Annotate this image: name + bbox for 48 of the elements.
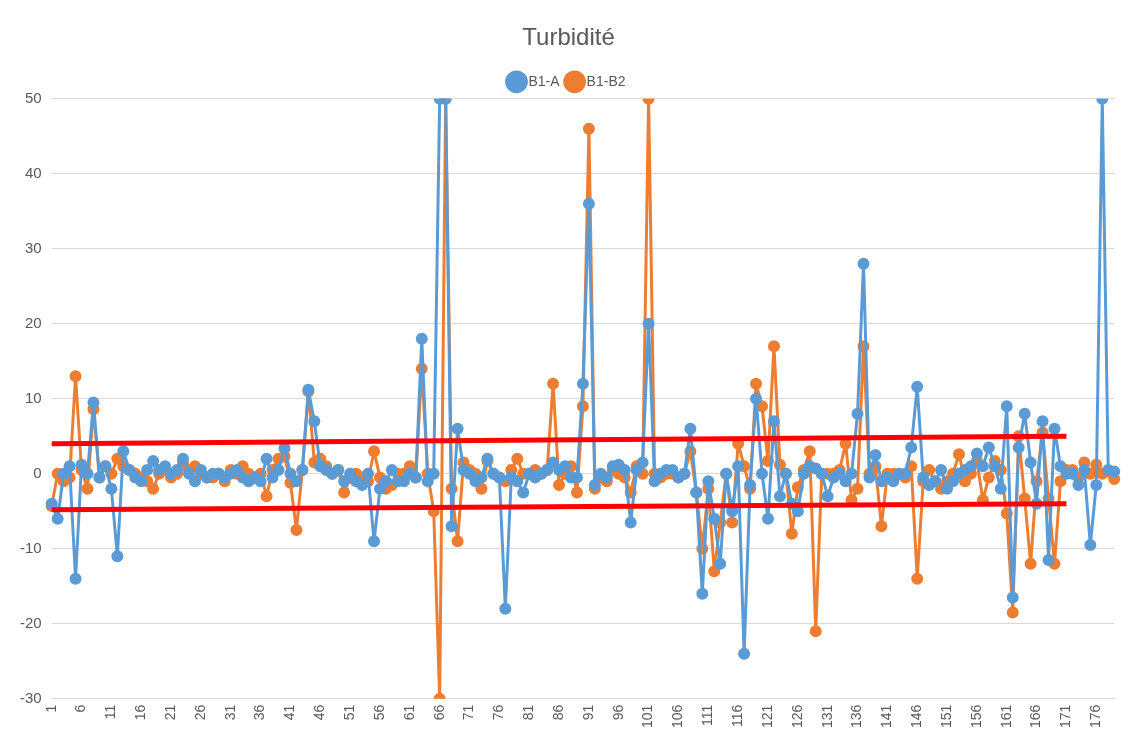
y-tick-label: 50: [24, 88, 42, 106]
x-tick-label: 21: [161, 704, 178, 721]
x-tick-label: 6: [72, 704, 89, 713]
x-tick-label: 161: [997, 704, 1014, 728]
x-tick-label: 41: [281, 704, 298, 721]
x-tick-label: 46: [311, 704, 328, 721]
y-tick-label: 30: [24, 238, 42, 256]
y-tick-label: 0: [33, 463, 42, 481]
x-tick-label: 106: [669, 704, 686, 728]
x-tick-label: 71: [460, 704, 477, 721]
x-tick-label: 146: [908, 704, 925, 728]
x-tick-label: 136: [848, 704, 865, 728]
x-tick-label: 126: [788, 704, 805, 728]
y-tick-label: -10: [19, 538, 42, 556]
x-tick-label: 51: [341, 704, 357, 721]
x-tick-label: 26: [191, 704, 208, 721]
y-tick-label: 40: [24, 163, 42, 181]
y-tick-label: -30: [19, 688, 42, 706]
x-tick-label: 61: [400, 704, 417, 721]
x-tick-label: 81: [520, 704, 537, 721]
legend-label: B1-B2: [586, 72, 626, 89]
x-tick-label: 36: [251, 704, 268, 721]
x-tick-label: 166: [1027, 704, 1044, 728]
x-tick-label: 141: [878, 704, 895, 728]
x-tick-label: 156: [967, 704, 984, 728]
x-tick-label: 176: [1087, 704, 1104, 728]
x-tick-label: 121: [758, 704, 775, 728]
x-tick-label: 1: [42, 704, 59, 713]
x-tick-label: 101: [639, 704, 656, 728]
x-tick-label: 111: [699, 704, 716, 726]
x-tick-label: 31: [221, 704, 238, 721]
x-tick-label: 86: [549, 704, 566, 721]
x-tick-label: 16: [132, 704, 149, 721]
y-tick-label: -20: [19, 613, 42, 631]
x-tick-label: 131: [818, 704, 835, 728]
x-tick-label: 56: [370, 704, 387, 721]
chart-title: Turbidité: [522, 23, 615, 51]
x-tick-label: 91: [579, 704, 596, 721]
x-tick-label: 171: [1057, 704, 1074, 728]
legend-label: B1-A: [528, 72, 561, 89]
x-tick-label: 66: [430, 704, 447, 721]
y-tick-label: 10: [24, 388, 42, 406]
x-tick-label: 76: [490, 704, 507, 721]
y-tick-label: 20: [24, 313, 42, 331]
x-tick-label: 96: [609, 704, 626, 721]
x-tick-label: 151: [937, 704, 954, 728]
x-tick-label: 116: [729, 704, 745, 727]
x-tick-label: 11: [102, 704, 119, 720]
